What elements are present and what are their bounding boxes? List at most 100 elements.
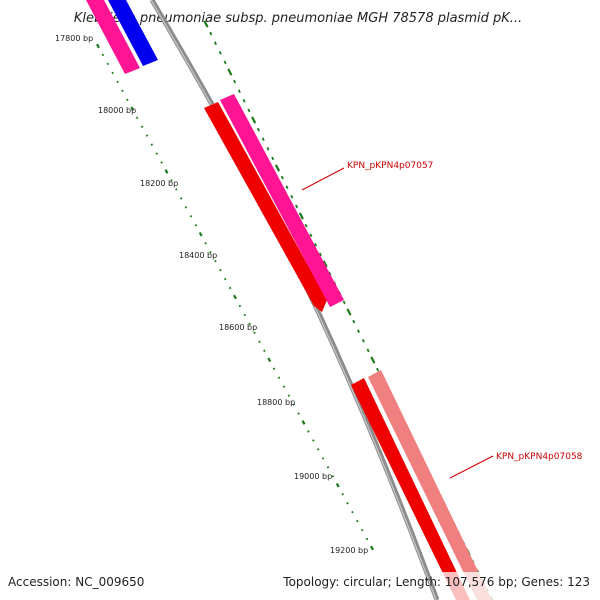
tick-mark (304, 223, 308, 228)
tick-mark (126, 98, 129, 102)
tick-mark (341, 492, 344, 496)
tick-mark (214, 259, 217, 263)
tick-mark (301, 420, 306, 425)
tick-mark (263, 349, 266, 353)
tick-mark (213, 41, 218, 46)
tick-mark (135, 116, 139, 119)
tick-mark (238, 304, 242, 308)
tick-mark (160, 161, 163, 164)
tick-mark (342, 300, 346, 305)
tick-mark (145, 134, 149, 137)
tick-mark (295, 204, 299, 209)
cds-red-07057[interactable] (204, 102, 327, 312)
tick-mark (285, 185, 289, 190)
tick-mark (218, 50, 222, 55)
gene-pair-07058 (351, 370, 492, 600)
genome-summary-text: Topology: circular; Length: 107,576 bp; … (282, 575, 590, 589)
tick-mark (287, 394, 291, 397)
tick-mark (322, 260, 328, 268)
tick-mark (111, 71, 114, 75)
tick-mark (361, 338, 365, 343)
tick-mark (253, 331, 256, 335)
tick-mark (247, 108, 251, 113)
plasmid-backbone (149, 0, 440, 600)
tick-mark (314, 242, 318, 247)
cds-red-07058[interactable] (351, 378, 470, 600)
tick-mark (223, 277, 227, 281)
tick-mark (189, 215, 193, 218)
tick-mark (251, 116, 257, 124)
tick-mark (298, 212, 304, 220)
tick-mark (365, 537, 369, 541)
tick-mark (309, 233, 313, 238)
bp-scale-label: 18800 bp (257, 398, 295, 407)
tick-mark (318, 252, 322, 257)
tick-mark (233, 79, 237, 84)
footer-background (440, 572, 600, 600)
map-title: Klebsiella pneumoniae subsp. pneumoniae … (74, 11, 522, 26)
accession-text: Accession: NC_009650 (8, 575, 144, 589)
tick-mark (243, 313, 247, 317)
bp-scale-label: 19000 bp (294, 472, 332, 481)
tick-mark (376, 367, 380, 372)
tick-mark (290, 194, 294, 199)
tick-mark (179, 197, 183, 200)
tick-mark (366, 348, 370, 353)
tick-mark (194, 224, 198, 227)
tick-mark (326, 466, 330, 469)
cds-blue-upper[interactable] (108, 0, 158, 66)
tick-mark (346, 501, 349, 505)
tick-mark (266, 146, 270, 151)
tick-mark (219, 268, 222, 272)
tick-mark (258, 340, 261, 344)
cds-salmon-07058[interactable] (368, 370, 492, 600)
tick-mark (242, 98, 246, 103)
tick-mark (346, 308, 352, 316)
tick-mark (248, 322, 251, 326)
tick-mark (307, 430, 310, 433)
bp-scale-label: 18200 bp (140, 179, 178, 188)
tick-mark (101, 53, 105, 57)
tick-mark (209, 31, 213, 36)
tick-mark (106, 62, 110, 66)
tick-mark (170, 179, 173, 182)
gene-upper-pair (86, 0, 158, 74)
tick-mark (175, 188, 178, 191)
tick-mark (164, 169, 169, 174)
tick-mark (96, 43, 100, 49)
tick-mark (198, 231, 203, 237)
bp-scale-label: 17800 bp (55, 34, 93, 43)
tick-mark (370, 545, 374, 551)
tick-mark (282, 385, 286, 388)
tick-mark (280, 175, 284, 180)
tick-mark (277, 376, 281, 379)
tick-mark (272, 367, 276, 370)
gene-pair-07057 (204, 94, 344, 312)
tick-mark (356, 329, 361, 334)
tick-mark (233, 294, 237, 300)
bp-scale-label: 18400 bp (179, 251, 217, 260)
cds-pink-07057[interactable] (220, 94, 344, 307)
tick-mark (203, 20, 209, 28)
cds-pink-upper[interactable] (86, 0, 140, 74)
tick-mark (312, 439, 315, 442)
inner-tick-ring: 17800 bp 18000 bp 18200 bp 18400 bp 18600 bp… (55, 34, 374, 555)
gene-label-leader-07058 (449, 455, 494, 479)
tick-mark (256, 127, 260, 132)
tick-mark (204, 241, 207, 245)
tick-mark (227, 68, 233, 76)
gene-label-07057[interactable]: KPN_pKPN4p07057 (347, 161, 433, 171)
tick-mark (150, 143, 154, 146)
tick-mark (370, 356, 376, 364)
tick-mark (237, 89, 241, 94)
tick-mark (228, 286, 232, 290)
tick-mark (121, 89, 124, 93)
bp-scale-label: 19200 bp (330, 546, 368, 555)
tick-mark (223, 60, 227, 65)
tick-mark (155, 152, 158, 155)
tick-mark (352, 319, 356, 324)
tick-mark (184, 206, 188, 209)
gene-label-07058[interactable]: KPN_pKPN4p07058 (496, 452, 583, 462)
tick-mark (331, 475, 335, 478)
